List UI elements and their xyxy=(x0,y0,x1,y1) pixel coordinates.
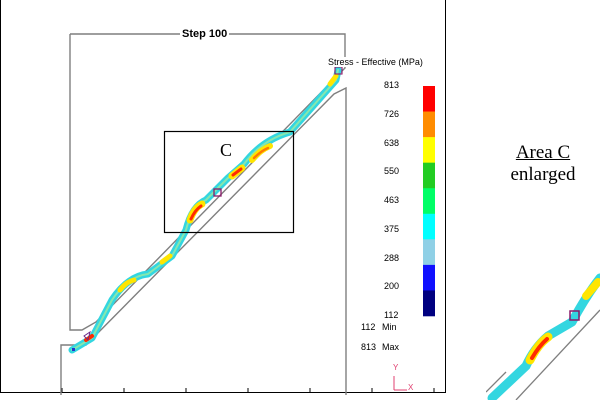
node-marker-icon[interactable] xyxy=(213,188,222,197)
legend-tick-label: 638 xyxy=(384,137,400,148)
area-caption-title: Area C xyxy=(515,142,571,163)
legend-min-label: Min xyxy=(382,322,397,332)
die-lower-outline xyxy=(60,86,347,395)
area-caption-subtitle: enlarged xyxy=(510,164,576,185)
legend-color-segment xyxy=(423,86,435,112)
area-caption: Area C enlarged xyxy=(486,142,600,186)
axis-y-label: Y xyxy=(393,363,399,372)
simulation-viewport[interactable]: Step 100 Stress - Effective (MPa) 813 726… xyxy=(0,0,446,400)
region-c-box[interactable] xyxy=(163,130,295,234)
legend-color-segment xyxy=(423,239,435,266)
triad-axes-icon[interactable] xyxy=(393,376,407,391)
legend-color-segment xyxy=(423,188,435,215)
die-upper-outline xyxy=(69,33,346,331)
legend-tick-label: 112 xyxy=(384,310,399,320)
region-label: C xyxy=(220,140,233,160)
legend-tick-label: 813 xyxy=(384,80,400,90)
legend-min-value: 112 xyxy=(361,322,376,332)
legend-max-value: 813 xyxy=(361,342,377,352)
axis-x-label: X xyxy=(408,383,414,392)
node-marker-icon[interactable] xyxy=(72,348,75,351)
stress-hotspots xyxy=(84,73,339,342)
bottom-ruler xyxy=(61,388,435,393)
enlarged-canvas xyxy=(486,273,600,400)
legend-color-segment xyxy=(423,162,435,189)
enlarged-hotspot-hot xyxy=(530,337,549,360)
node-marker-icon[interactable] xyxy=(569,310,580,321)
node-marker-icon[interactable] xyxy=(83,330,91,341)
legend-color-segment xyxy=(423,264,435,291)
legend-tick-label: 375 xyxy=(384,223,400,234)
legend-tick-label: 288 xyxy=(384,252,400,263)
enlarged-view[interactable] xyxy=(486,0,600,400)
node-marker-icon[interactable] xyxy=(334,66,343,75)
enlarged-die-lower xyxy=(515,309,600,400)
legend-title: Stress - Effective (MPa) xyxy=(328,57,423,67)
legend-color-segment xyxy=(423,111,435,138)
enlarged-hotspot-warm-2 xyxy=(582,278,600,300)
legend-tick-label: 200 xyxy=(384,281,400,292)
step-label: Step 100 xyxy=(180,28,230,40)
legend-tick-label: 726 xyxy=(384,108,400,119)
legend-tick-label: 463 xyxy=(384,195,400,205)
legend-color-segment xyxy=(423,213,435,240)
legend-max-label: Max xyxy=(382,342,400,352)
legend-color-segment xyxy=(423,137,435,163)
legend-color-bar xyxy=(423,86,435,317)
simulation-canvas xyxy=(0,0,446,395)
legend-tick-label: 550 xyxy=(384,166,400,177)
legend-color-segment xyxy=(423,290,435,317)
enlarged-die-upper xyxy=(486,371,507,393)
